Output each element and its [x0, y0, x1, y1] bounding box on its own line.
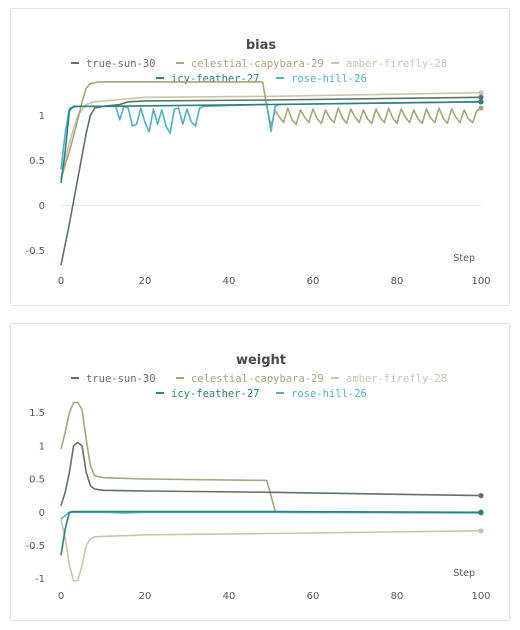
- y-tick-label: -0.5: [25, 541, 45, 552]
- y-tick-label: 0: [39, 508, 45, 519]
- legend-label: amber-firefly-28: [346, 58, 447, 70]
- series-end-point-celestial-capybara-29[interactable]: [478, 105, 484, 111]
- x-tick-label: 0: [58, 276, 64, 287]
- legend-label: true-sun-30: [86, 373, 156, 385]
- legend-entry-amber-firefly-28[interactable]: amber-firefly-28: [331, 58, 447, 70]
- series-line-celestial-capybara-29[interactable]: [60, 401, 481, 514]
- x-tick-label: 100: [471, 276, 490, 287]
- series-line-icy-feather-27[interactable]: [60, 510, 482, 556]
- series-end-point-true-sun-30[interactable]: [478, 94, 484, 100]
- series-line-true-sun-30[interactable]: [60, 441, 482, 506]
- legend-label: icy-feather-27: [171, 73, 260, 85]
- series-line-rose-hill-26[interactable]: [60, 511, 482, 520]
- series-end-point-amber-firefly-28[interactable]: [478, 90, 484, 96]
- x-tick-label: 80: [391, 276, 404, 287]
- x-tick-label: 60: [307, 276, 320, 287]
- legend-label: rose-hill-26: [291, 73, 367, 85]
- legend-entry-icy-feather-27[interactable]: icy-feather-27: [156, 388, 260, 400]
- y-tick-label: 0: [39, 201, 45, 212]
- weight-chart-panel: weight true-sun-30 celestial-capybara-29 am…: [10, 323, 510, 621]
- x-tick-label: 40: [223, 276, 236, 287]
- legend-entry-celestial-capybara-29[interactable]: celestial-capybara-29: [176, 373, 324, 385]
- x-axis-title: Step: [453, 568, 475, 579]
- y-tick-label: -0.5: [25, 246, 45, 257]
- legend-entry-celestial-capybara-29[interactable]: celestial-capybara-29: [176, 58, 324, 70]
- series-end-point-icy-feather-27[interactable]: [478, 99, 484, 105]
- legend-entry-icy-feather-27[interactable]: icy-feather-27: [156, 73, 260, 85]
- bias-chart-panel: bias true-sun-30 celestial-capybara-29 ambe…: [10, 8, 510, 306]
- legend-entry-rose-hill-26[interactable]: rose-hill-26: [276, 73, 367, 85]
- legend-entry-rose-hill-26[interactable]: rose-hill-26: [276, 388, 367, 400]
- y-tick-label: 1: [39, 441, 45, 452]
- legend-entry-true-sun-30[interactable]: true-sun-30: [71, 373, 156, 385]
- series-line-amber-firefly-28[interactable]: [60, 518, 482, 582]
- x-tick-label: 80: [391, 591, 404, 602]
- x-tick-label: 20: [139, 276, 152, 287]
- legend-entry-amber-firefly-28[interactable]: amber-firefly-28: [331, 373, 447, 385]
- legend-label: celestial-capybara-29: [191, 58, 324, 70]
- weight-chart: weight true-sun-30 celestial-capybara-29 am…: [25, 353, 490, 602]
- legend-entry-true-sun-30[interactable]: true-sun-30: [71, 58, 156, 70]
- legend-label: celestial-capybara-29: [191, 373, 324, 385]
- y-tick-label: -1: [35, 574, 45, 585]
- series-end-point-icy-feather-27[interactable]: [478, 509, 484, 515]
- x-tick-label: 0: [58, 591, 64, 602]
- legend-label: rose-hill-26: [291, 388, 367, 400]
- series-line-rose-hill-26[interactable]: [60, 101, 482, 170]
- x-tick-label: 60: [307, 591, 320, 602]
- y-tick-label: 0.5: [29, 156, 45, 167]
- x-tick-label: 40: [223, 591, 236, 602]
- series-line-true-sun-30[interactable]: [60, 96, 482, 266]
- series-end-point-amber-firefly-28[interactable]: [478, 528, 484, 534]
- bias-chart: bias true-sun-30 celestial-capybara-29 ambe…: [25, 38, 490, 287]
- legend-label: amber-firefly-28: [346, 373, 447, 385]
- y-tick-label: 1.5: [29, 408, 45, 419]
- x-axis-title: Step: [453, 253, 475, 264]
- chart-title: bias: [246, 38, 277, 53]
- legend-label: icy-feather-27: [171, 388, 260, 400]
- y-tick-label: 1: [39, 111, 45, 122]
- y-tick-label: 0.5: [29, 475, 45, 486]
- series-line-icy-feather-27[interactable]: [60, 101, 482, 184]
- series-line-amber-firefly-28[interactable]: [60, 91, 482, 179]
- x-tick-label: 100: [471, 591, 490, 602]
- chart-title: weight: [236, 353, 286, 368]
- legend-label: true-sun-30: [86, 58, 156, 70]
- x-tick-label: 20: [139, 591, 152, 602]
- series-end-point-true-sun-30[interactable]: [478, 493, 484, 499]
